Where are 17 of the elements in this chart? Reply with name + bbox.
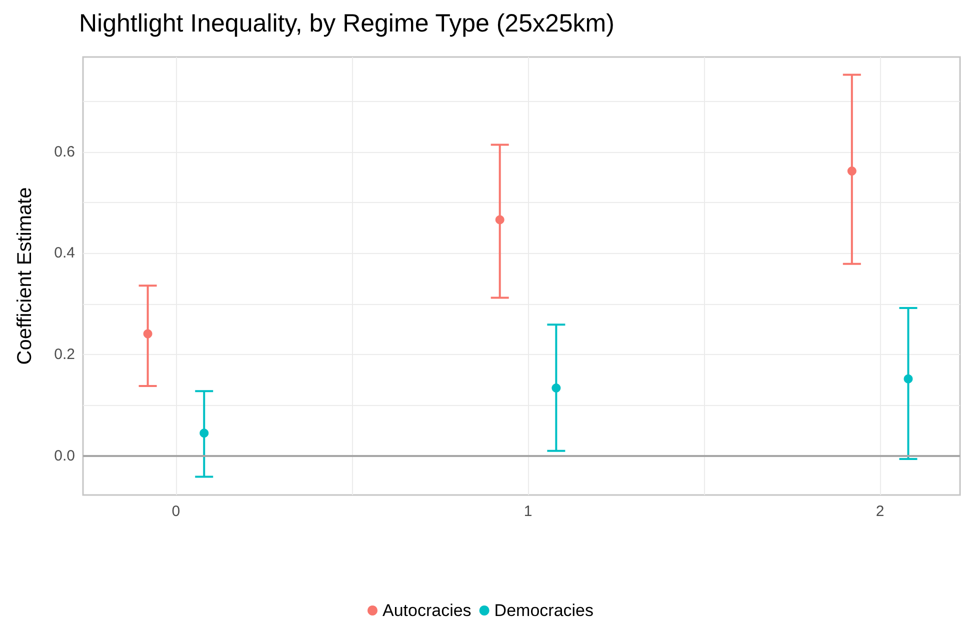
y-tick-label: 0.6: [54, 143, 75, 160]
x-tick-label: 0: [172, 503, 180, 520]
chart-title: Nightlight Inequality, by Regime Type (25x25km): [79, 10, 614, 38]
point: [143, 329, 152, 338]
point: [847, 166, 856, 176]
point: [904, 374, 913, 384]
legend-label: Democracies: [494, 601, 594, 620]
point: [495, 215, 504, 224]
y-tick-label: 0.2: [54, 346, 75, 364]
point: [552, 384, 561, 393]
y-axis-title: Coefficient Estimate: [14, 187, 36, 365]
y-tick-label: 0.0: [54, 447, 75, 464]
y-tick-label: 0.4: [54, 244, 75, 262]
x-tick-label: 2: [876, 503, 884, 520]
point: [200, 428, 209, 438]
x-tick-label: 1: [524, 503, 532, 520]
legend-label: Autocracies: [382, 601, 472, 620]
